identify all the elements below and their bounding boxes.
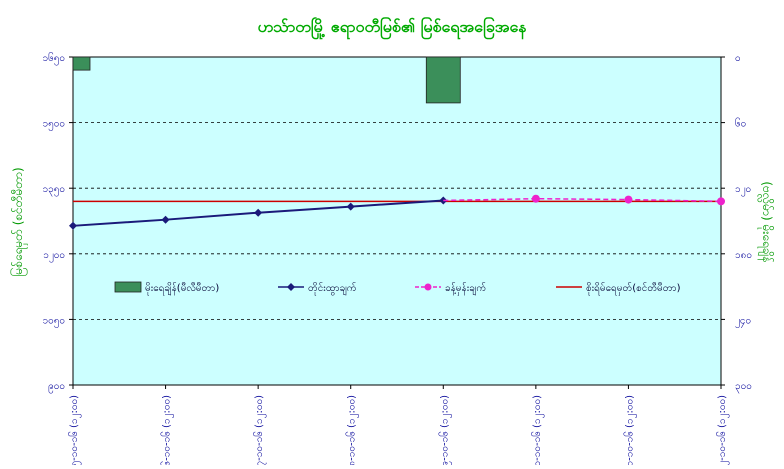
legend-marker-observed xyxy=(287,283,295,291)
legend-label: စိုးရိမ်ရေမှတ်(စင်တီမီတာ) xyxy=(586,281,681,296)
y-left-axis-label: မြစ်ရေမှတ် (စင်တီမီတာ) xyxy=(9,167,28,276)
rain-bar xyxy=(425,56,461,104)
y-right-tick-label: ၀ xyxy=(735,53,741,64)
y-right-tick-label: ၆၀ xyxy=(735,117,746,130)
y-right-tick-label: ၃၀၀ xyxy=(735,381,752,394)
forecast-point xyxy=(624,195,633,204)
rain-bar xyxy=(72,56,91,71)
observed-point xyxy=(161,215,170,224)
x-tick-label: ၅-၁၀-၁၆ (၁၂:၀၀) xyxy=(67,395,82,465)
observed-point xyxy=(69,221,77,230)
legend-label: ခန့်မှန်းချက် xyxy=(445,281,486,296)
x-tick-label: ၉-၁၀-၁၆ (၁၂:၀၀) xyxy=(437,395,452,465)
plot-background xyxy=(72,56,722,386)
y-right-tick-label: ၂၄၀ xyxy=(735,315,751,328)
y-left-tick-label: ၁၀၅၀ xyxy=(43,315,66,328)
legend-label: မိုးရေချိန်(မီလီမီတာ) xyxy=(145,281,219,296)
forecast-series-line xyxy=(443,197,722,203)
observed-point xyxy=(254,208,263,217)
forecast-point xyxy=(531,194,540,203)
legend: မိုးရေချိန်(မီလီမီတာ) တိုင်းထွာချက် ခန့်မှ… xyxy=(114,281,681,296)
legend-label: တိုင်းထွာချက် xyxy=(308,281,357,296)
x-tick-label: ၁၂-၁၀-၁၆ (၁၂:၀၀) xyxy=(715,395,730,465)
x-tick-label: ၈-၁၀-၁၆ (၁၂:၀၀) xyxy=(345,395,360,465)
chart-title: ဟသ်ာတမြို့ ဧရာဝတီမြစ်၏ မြစ်ရေအခြေအနေ xyxy=(258,16,528,40)
legend-swatch-rain xyxy=(114,281,142,293)
y-right-tick-label: ၁၂၀ xyxy=(735,184,751,197)
forecast-point xyxy=(717,197,725,206)
y-left-tick-label: ၁၆၅၀ xyxy=(43,51,66,66)
y-left-tick-label: ၁၃၅၀ xyxy=(43,184,66,197)
x-tick-label: ၇-၁၀-၁၆ (၁၂:၀၀) xyxy=(252,395,267,465)
y-left-tick-label: ၁၅၀၀ xyxy=(43,119,66,132)
x-tick-label: ၁၀-၁၀-၁၆ (၁၂:၀၀) xyxy=(530,395,545,465)
y-left-tick-label: ၁၂၀၀ xyxy=(43,250,65,263)
y-left-tick-label: ၉၀၀ xyxy=(48,381,65,394)
observed-point xyxy=(346,202,355,211)
y-right-tick-label: ၁၈၀ xyxy=(735,250,752,261)
x-tick-label: ၆-၁၀-၁၆ (၁၂:၀၀) xyxy=(160,395,175,465)
plot-area: ၉၀၀ ၁၀၅၀ ၁၂၀၀ ၁၃၅၀ ၁၅၀၀ ၁၆၅၀ ၀၆၀၁၂၀၁၈၀၂၄၀၃၀၀၅-… xyxy=(43,51,752,469)
legend-marker-forecast xyxy=(424,283,432,291)
x-tick-label: ၁၁-၁၀-၁၆ (၁၂:၀၀) xyxy=(622,395,637,465)
y-right-axis-label: (ဗလ္လိမ်ာ) မိုးရေချိန် xyxy=(757,181,775,262)
